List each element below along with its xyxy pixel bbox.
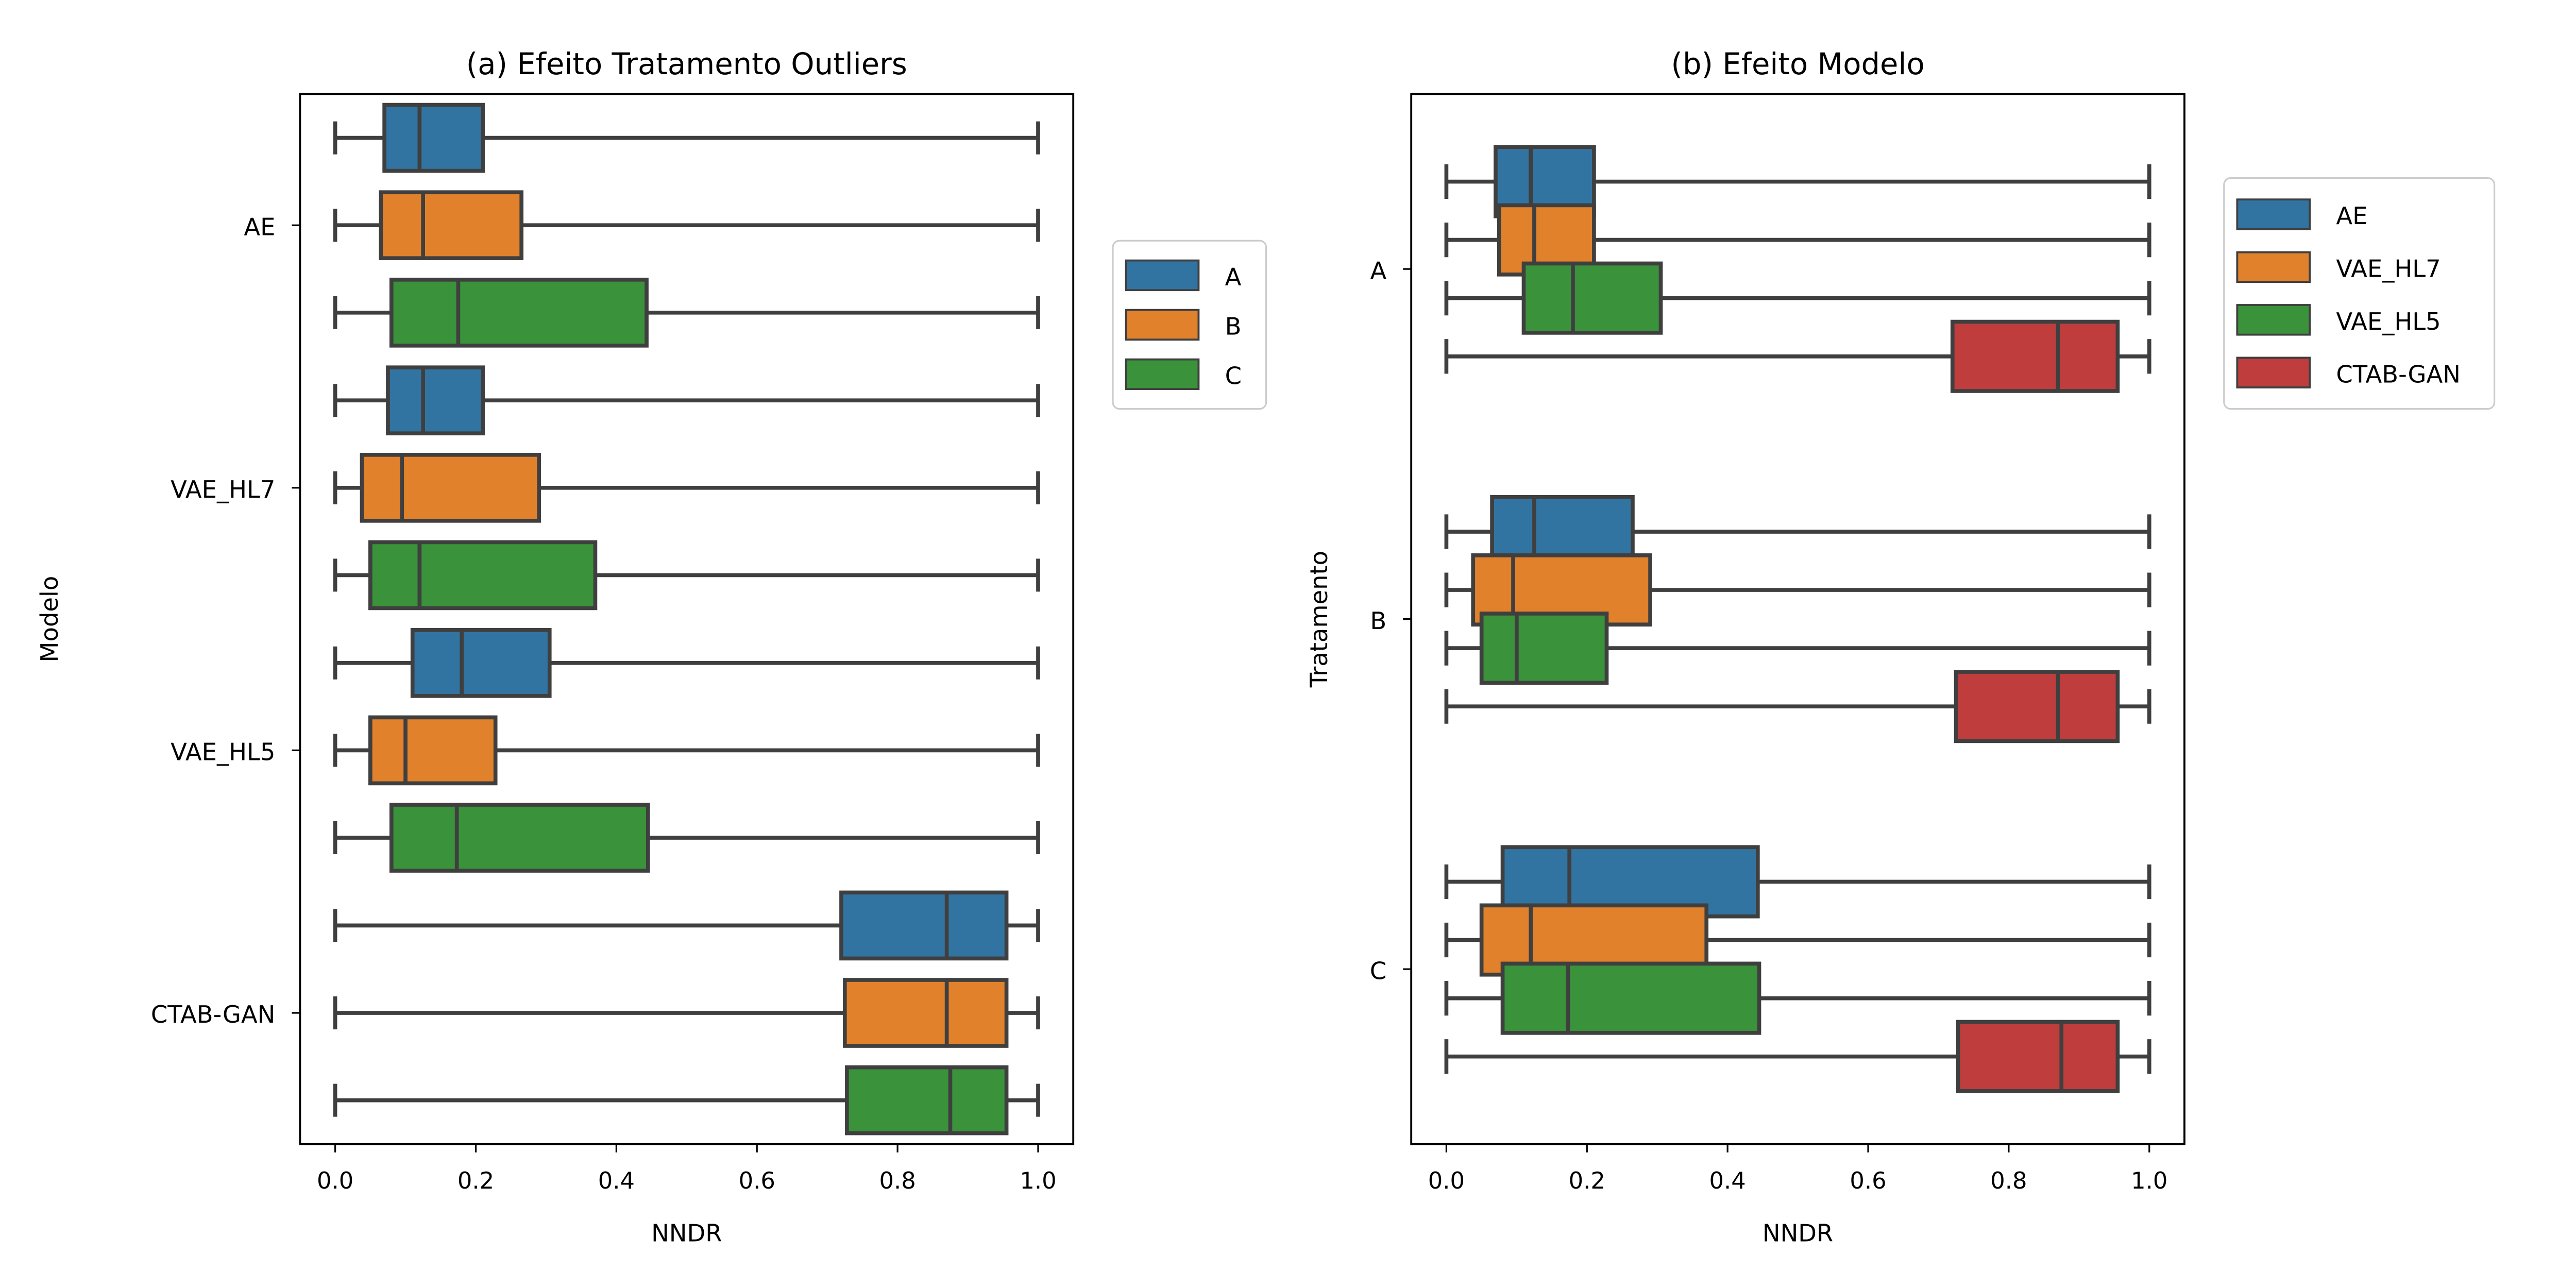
legend: AE VAE_HL7 VAE_HL5 CTAB-GAN — [2223, 177, 2496, 410]
legend-swatch-a — [1125, 259, 1200, 292]
iqr-box — [386, 365, 485, 436]
panel-a-outlier-treatment: (a) Efeito Tratamento Outliers 0.0 0.2 0.4 0… — [36, 47, 1267, 1247]
panel-b-model-effect: (b) Efeito Modelo 0.0 0.2 0.4 0.6 0.8 1.0 NNDR A… — [1305, 47, 2496, 1247]
iqr-box — [410, 628, 552, 698]
legend: ABC — [1112, 240, 1267, 410]
x-tick-label: 0.8 — [1990, 1167, 2027, 1194]
iqr-box — [368, 540, 598, 611]
iqr-box — [368, 715, 498, 786]
box-a-vae-hl5 — [333, 628, 1040, 698]
x-tick-label: 0.4 — [598, 1167, 635, 1194]
iqr-box — [1479, 612, 1609, 685]
legend-swatch-b — [1125, 309, 1200, 341]
box-a-ctab-gan — [333, 890, 1040, 961]
iqr-box — [842, 978, 1009, 1048]
box-a-vae-hl7 — [333, 365, 1040, 436]
y-tick-label-ae: AE — [244, 213, 275, 241]
box-c-ae — [333, 277, 1040, 348]
legend-swatch-vae-hl5 — [2236, 304, 2311, 336]
y-axis-label: Modelo — [36, 576, 63, 663]
x-tick-label: 0.2 — [1569, 1167, 1605, 1194]
x-axis-label: NNDR — [651, 1219, 722, 1247]
iqr-box — [1500, 961, 1761, 1035]
iqr-box — [1954, 670, 2120, 743]
legend-swatch-ae — [2236, 198, 2311, 230]
legend-label-a: A — [1225, 263, 1242, 291]
iqr-box — [389, 277, 649, 348]
legend-label-vae-hl7: VAE_HL7 — [2336, 255, 2441, 283]
y-tick-label-vae-hl7: VAE_HL7 — [171, 476, 275, 503]
x-tick-label: 0.6 — [739, 1167, 775, 1194]
iqr-box — [1521, 261, 1663, 335]
legend-label-vae-hl5: VAE_HL5 — [2336, 308, 2441, 335]
box-vae-hl5-c — [1444, 961, 2151, 1035]
legend-frame — [2223, 177, 2496, 410]
legend-label-ae: AE — [2336, 202, 2367, 230]
legend-label-c: C — [1225, 362, 1242, 390]
y-tick-label-ctab-gan: CTAB-GAN — [151, 1001, 276, 1028]
box-c-vae-hl5 — [333, 803, 1040, 873]
box-b-vae-hl7 — [333, 452, 1040, 523]
x-tick-label: 0.0 — [317, 1167, 353, 1194]
box-a-ae — [333, 103, 1040, 173]
x-tick-label: 1.0 — [2131, 1167, 2167, 1194]
x-tick-label: 0.8 — [879, 1167, 916, 1194]
box-ctab-gan-b — [1444, 670, 2151, 743]
box-b-ae — [333, 190, 1040, 261]
axes-frame — [299, 93, 1075, 1145]
box-vae-hl5-a — [1444, 261, 2151, 335]
box-vae-hl5-b — [1444, 612, 2151, 685]
box-ctab-gan-a — [1444, 319, 2151, 393]
x-tick-label: 0.0 — [1428, 1167, 1465, 1194]
y-tick-label-c: C — [1370, 957, 1386, 985]
axes-frame — [1410, 93, 2185, 1145]
box-ctab-gan-c — [1444, 1020, 2151, 1093]
y-tick-label-a: A — [1370, 257, 1386, 284]
legend-label-b: B — [1225, 313, 1242, 341]
iqr-box — [382, 103, 485, 173]
x-tick-label: 0.2 — [457, 1167, 494, 1194]
x-tick-label: 1.0 — [1020, 1167, 1056, 1194]
x-tick-label: 0.6 — [1850, 1167, 1886, 1194]
box-c-ctab-gan — [333, 1065, 1040, 1136]
legend-label-ctab-gan: CTAB-GAN — [2336, 360, 2461, 388]
iqr-box — [360, 452, 541, 523]
legend-swatch-c — [1125, 358, 1200, 391]
iqr-box — [1950, 319, 2120, 393]
iqr-box — [379, 190, 524, 261]
x-tick-label: 0.4 — [1709, 1167, 1746, 1194]
iqr-box — [389, 803, 650, 873]
chart-title: (a) Efeito Tratamento Outliers — [466, 47, 907, 81]
box-c-vae-hl7 — [333, 540, 1040, 611]
x-axis-label: NNDR — [1762, 1219, 1833, 1247]
iqr-box — [845, 1065, 1009, 1136]
chart-title: (b) Efeito Modelo — [1671, 47, 1924, 81]
y-axis-label: Tratamento — [1305, 551, 1333, 688]
y-tick-label-b: B — [1370, 607, 1386, 635]
y-tick-label-vae-hl5: VAE_HL5 — [171, 738, 275, 766]
iqr-box — [1956, 1020, 2120, 1093]
legend-swatch-vae-hl7 — [2236, 251, 2311, 283]
box-b-vae-hl5 — [333, 715, 1040, 786]
iqr-box — [839, 890, 1009, 961]
legend-swatch-ctab-gan — [2236, 357, 2311, 388]
box-b-ctab-gan — [333, 978, 1040, 1048]
